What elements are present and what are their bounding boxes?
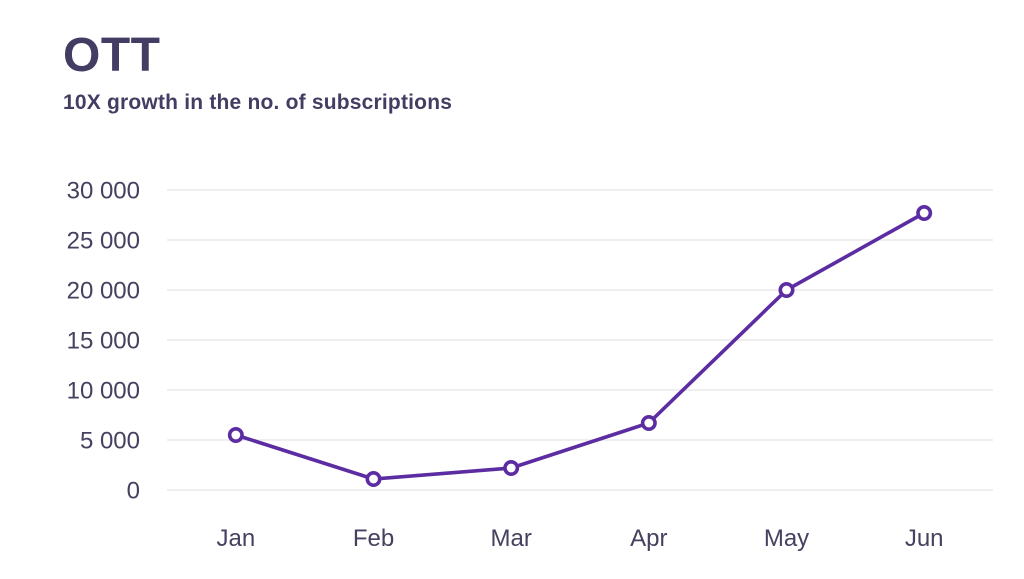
y-axis-tick-label: 25 000: [67, 228, 140, 255]
series-line: [234, 211, 926, 481]
chart-header: OTT 10X growth in the no. of subscriptio…: [63, 32, 452, 115]
data-point-marker: [640, 414, 657, 431]
x-axis-tick-label: Jun: [905, 525, 944, 552]
data-point-marker: [503, 459, 520, 476]
y-axis-tick-label: 5 000: [80, 428, 140, 455]
chart-subtitle: 10X growth in the no. of subscriptions: [63, 91, 453, 114]
data-point-marker: [227, 426, 244, 443]
data-point-marker: [778, 281, 795, 298]
data-point-marker: [365, 470, 382, 487]
y-axis-tick-label: 10 000: [67, 378, 140, 405]
x-axis-tick-label: Jan: [216, 525, 255, 552]
chart-title: OTT: [63, 29, 161, 82]
y-axis-tick-label: 0: [127, 478, 140, 505]
x-axis-tick-label: May: [764, 525, 809, 552]
y-axis-tick-label: 20 000: [67, 278, 140, 305]
y-axis-tick-label: 30 000: [67, 178, 140, 205]
x-axis-tick-label: Feb: [353, 525, 394, 552]
data-point-marker: [916, 205, 933, 222]
x-axis-tick-label: Mar: [490, 525, 531, 552]
y-axis-tick-label: 15 000: [67, 328, 140, 355]
x-axis-tick-label: Apr: [630, 525, 667, 552]
